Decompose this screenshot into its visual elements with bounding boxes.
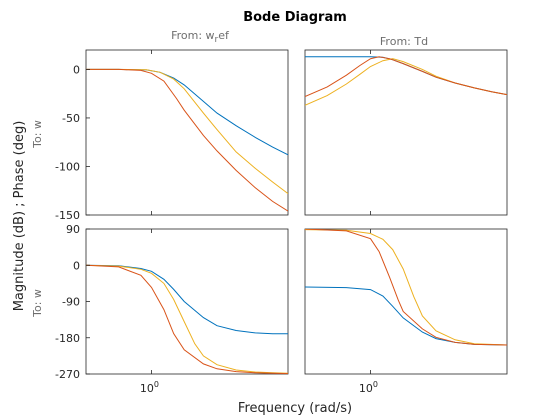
series-line-3 [305,56,507,98]
y-tick-label: -270 [55,368,80,381]
column-title-from-wref-sub: r [215,35,219,45]
x-tick-exponent: 0 [373,380,378,389]
y-axis-label: Magnitude (dB) ; Phase (deg) [12,121,27,312]
series-line-3 [86,264,288,374]
column-title-from-wref: From: wref [171,29,230,45]
x-axis-label: Frequency (rad/s) [238,401,352,416]
x-tick-label: 100 [140,380,159,395]
x-tick-exponent: 0 [154,380,159,389]
series-line-2 [86,68,288,194]
panel-mag-from-td [304,49,508,216]
y-tick-label: 0 [73,259,80,272]
row-label-magnitude: To: w [31,120,44,149]
row-label-phase: To: w [31,289,44,318]
panel-frame [304,49,508,216]
column-title-from-wref-main: From: w [171,29,214,42]
series-line-3 [86,68,288,212]
panel-phase-from-wref: 90 0 -90 -180 -270 100 [55,223,289,395]
y-tick-label: 90 [66,223,80,236]
column-title-from-td: From: Td [380,35,428,48]
y-tick-label: 0 [73,63,80,76]
panel-frame [85,228,289,375]
panel-mag-from-wref: 0 -50 -100 -150 [55,49,289,222]
series-line-2 [86,264,288,374]
y-tick-label: -180 [55,332,80,345]
y-tick-label: -150 [55,209,80,222]
series-line-2 [305,229,507,346]
y-tick-label: -90 [62,296,80,309]
panel-phase-from-td: 100 [304,228,508,395]
figure-title: Bode Diagram [243,10,347,25]
series-line-3 [305,229,507,346]
column-title-from-wref-rest: ef [218,29,230,42]
y-tick-label: -50 [62,112,80,125]
panel-frame [304,228,508,375]
y-tick-label: -100 [55,160,80,173]
series-line-1 [86,264,288,335]
x-tick-label: 100 [359,380,378,395]
